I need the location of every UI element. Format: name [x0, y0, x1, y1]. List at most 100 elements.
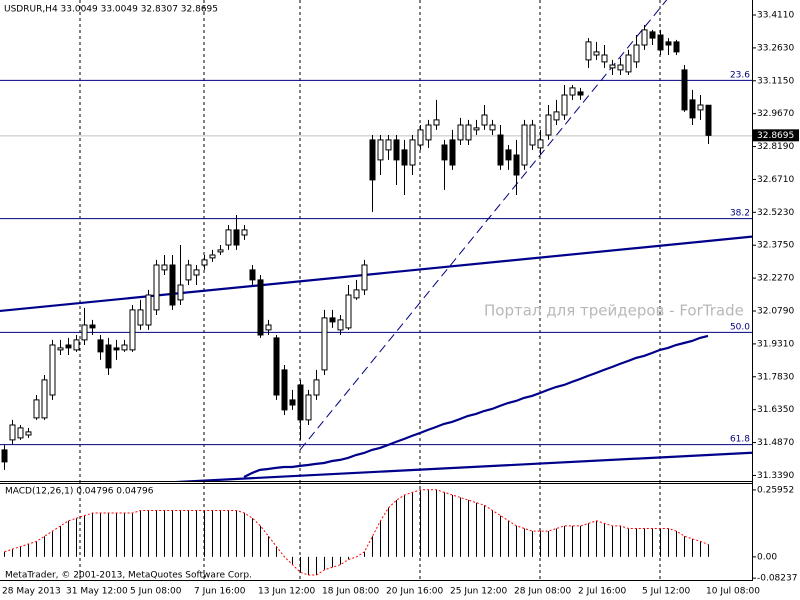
symbol-title: USDRUR,H4 33.0049 33.0049 32.8307 32.869…	[4, 5, 218, 15]
candle-body	[257, 279, 264, 336]
candle-body	[73, 339, 80, 351]
y-tick-label: 31.4870	[757, 438, 794, 448]
y-tick-label: 31.7830	[757, 372, 794, 382]
candle-body	[281, 369, 288, 411]
candle-body	[665, 41, 672, 46]
y-tick-label: 31.6350	[757, 405, 794, 415]
x-tick-label: 20 Jun 16:00	[386, 587, 443, 597]
axes: 33.4110 33.2630 33.1150 32.9670 32.8190 32.67…	[2, 11, 799, 597]
watermark: Портал для трейдеров - ForTrade	[484, 302, 744, 320]
candle-body	[705, 104, 712, 136]
y-tick-label: 0.25952	[757, 485, 794, 495]
candle-body	[561, 94, 568, 116]
candle-body	[633, 44, 640, 63]
trend-line	[0, 235, 752, 313]
candle-body	[649, 31, 656, 39]
candle-body	[425, 124, 432, 141]
candle-body	[401, 149, 408, 166]
x-tick-label: 7 Jun 16:00	[194, 587, 246, 597]
y-tick-label: 32.8190	[757, 142, 794, 152]
candle-body	[569, 87, 576, 96]
candle-body	[137, 309, 144, 326]
candle-body	[681, 69, 688, 111]
candle-body	[209, 254, 216, 259]
y-tick-label: 32.9670	[757, 109, 794, 119]
candle-body	[593, 51, 600, 56]
candle-body	[289, 399, 296, 406]
candle-body	[185, 264, 192, 281]
x-tick-label: 2 Jul 16:00	[578, 587, 627, 597]
candle-body	[49, 344, 56, 396]
candle-body	[161, 264, 168, 271]
candle-body	[537, 139, 544, 149]
candle-body	[505, 149, 512, 161]
candle-body	[657, 34, 664, 51]
candle-body	[409, 139, 416, 166]
candle-body	[129, 309, 136, 351]
candle-body	[97, 339, 104, 353]
y-tick-label: 32.6710	[757, 175, 794, 185]
candle-body	[153, 264, 160, 311]
candle-body	[697, 104, 704, 111]
trend-line	[299, 0, 668, 451]
candle-body	[201, 259, 208, 266]
candle-body	[577, 91, 584, 96]
candle-body	[169, 264, 176, 306]
candle-body	[233, 229, 240, 246]
candle-body	[145, 294, 152, 326]
candle-body	[441, 144, 448, 161]
fib-level-label: 23.6	[730, 70, 750, 80]
y-tick-label: 31.3390	[757, 471, 794, 481]
candle-body	[497, 134, 504, 166]
y-tick-label: 32.5230	[757, 208, 794, 218]
candle-body	[113, 347, 120, 351]
candle-body	[345, 294, 352, 329]
candle-body	[17, 427, 24, 439]
candle-body	[9, 424, 16, 441]
candle-body	[329, 317, 336, 323]
candle-body	[609, 64, 616, 69]
candle-body	[177, 284, 184, 301]
candle-body	[57, 347, 64, 351]
candle-body	[385, 139, 392, 151]
axis-panel	[752, 0, 800, 600]
candle-body	[33, 399, 40, 419]
x-tick-label: 5 Jun 08:00	[130, 587, 182, 597]
macd-title: MACD(12,26,1) 0.04796 0.04796	[5, 487, 154, 497]
candle-body	[465, 124, 472, 141]
last-price-label: 32.8695	[757, 131, 794, 141]
fib-level-label: 50.0	[730, 322, 750, 332]
y-tick-label: 32.0790	[757, 307, 794, 317]
x-tick-label: 18 Jun 08:00	[322, 587, 379, 597]
frames	[0, 0, 753, 581]
candle-body	[481, 114, 488, 126]
y-tick-label: 33.4110	[757, 11, 794, 21]
y-tick-label: 32.2270	[757, 274, 794, 284]
y-tick-label: 0.00	[757, 552, 777, 562]
y-tick-label: -0.08237	[757, 574, 797, 584]
x-tick-label: 5 Jul 12:00	[642, 587, 691, 597]
candle-body	[217, 249, 224, 253]
candle-body	[473, 127, 480, 131]
candle-body	[601, 54, 608, 63]
price-panel: 23.6 38.2 50.0 61.8	[0, 0, 752, 481]
x-tick-label: 31 May 12:00	[66, 587, 128, 597]
candle-body	[513, 154, 520, 176]
candle-body	[1, 449, 8, 463]
candle-body	[689, 99, 696, 119]
candle-body	[489, 124, 496, 131]
candle-body	[529, 124, 536, 146]
candle-body	[433, 119, 440, 126]
candle-body	[449, 139, 456, 166]
candle-body	[361, 264, 368, 291]
candle-body	[337, 319, 344, 331]
candle-body	[313, 379, 320, 396]
moving-average	[243, 334, 709, 478]
candle-body	[673, 41, 680, 53]
candle-body	[553, 111, 560, 121]
candle-body	[377, 139, 384, 161]
candle-body	[105, 344, 112, 369]
candle-body	[585, 41, 592, 61]
